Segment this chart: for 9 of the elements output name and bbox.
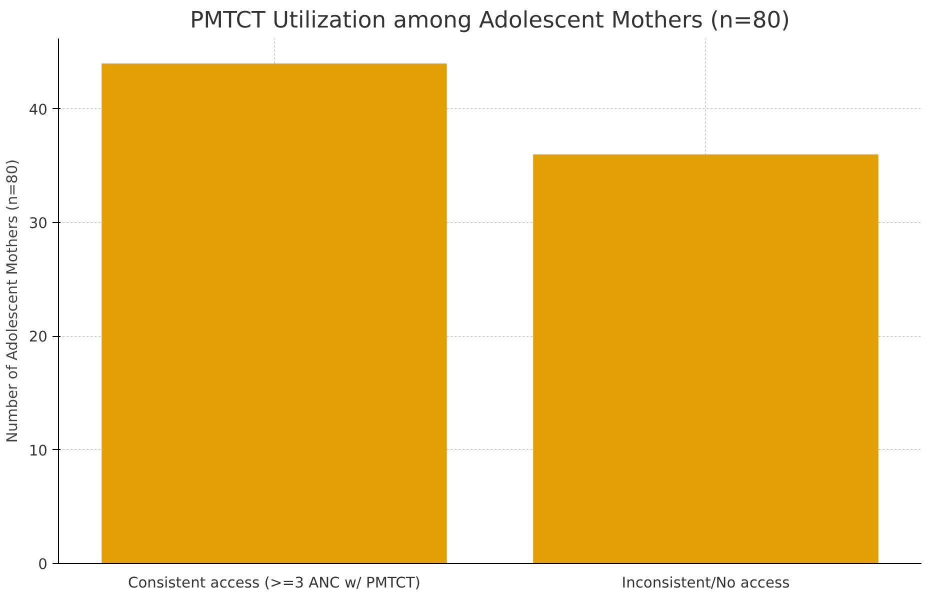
y-axis-title: Number of Adolescent Mothers (n=80) <box>4 159 21 443</box>
chart-title: PMTCT Utilization among Adolescent Mothers (n=80) <box>190 8 790 34</box>
y-tick-label: 0 <box>38 556 48 573</box>
y-tick-label: 10 <box>28 442 48 460</box>
y-tick-label: 20 <box>28 328 48 346</box>
y-tick-label: 40 <box>28 101 48 118</box>
x-tick-label: Consistent access (>=3 ANC w/ PMTCT) <box>128 574 421 592</box>
y-tick-label: 30 <box>28 215 48 232</box>
x-tick-label: Inconsistent/No access <box>622 574 790 592</box>
